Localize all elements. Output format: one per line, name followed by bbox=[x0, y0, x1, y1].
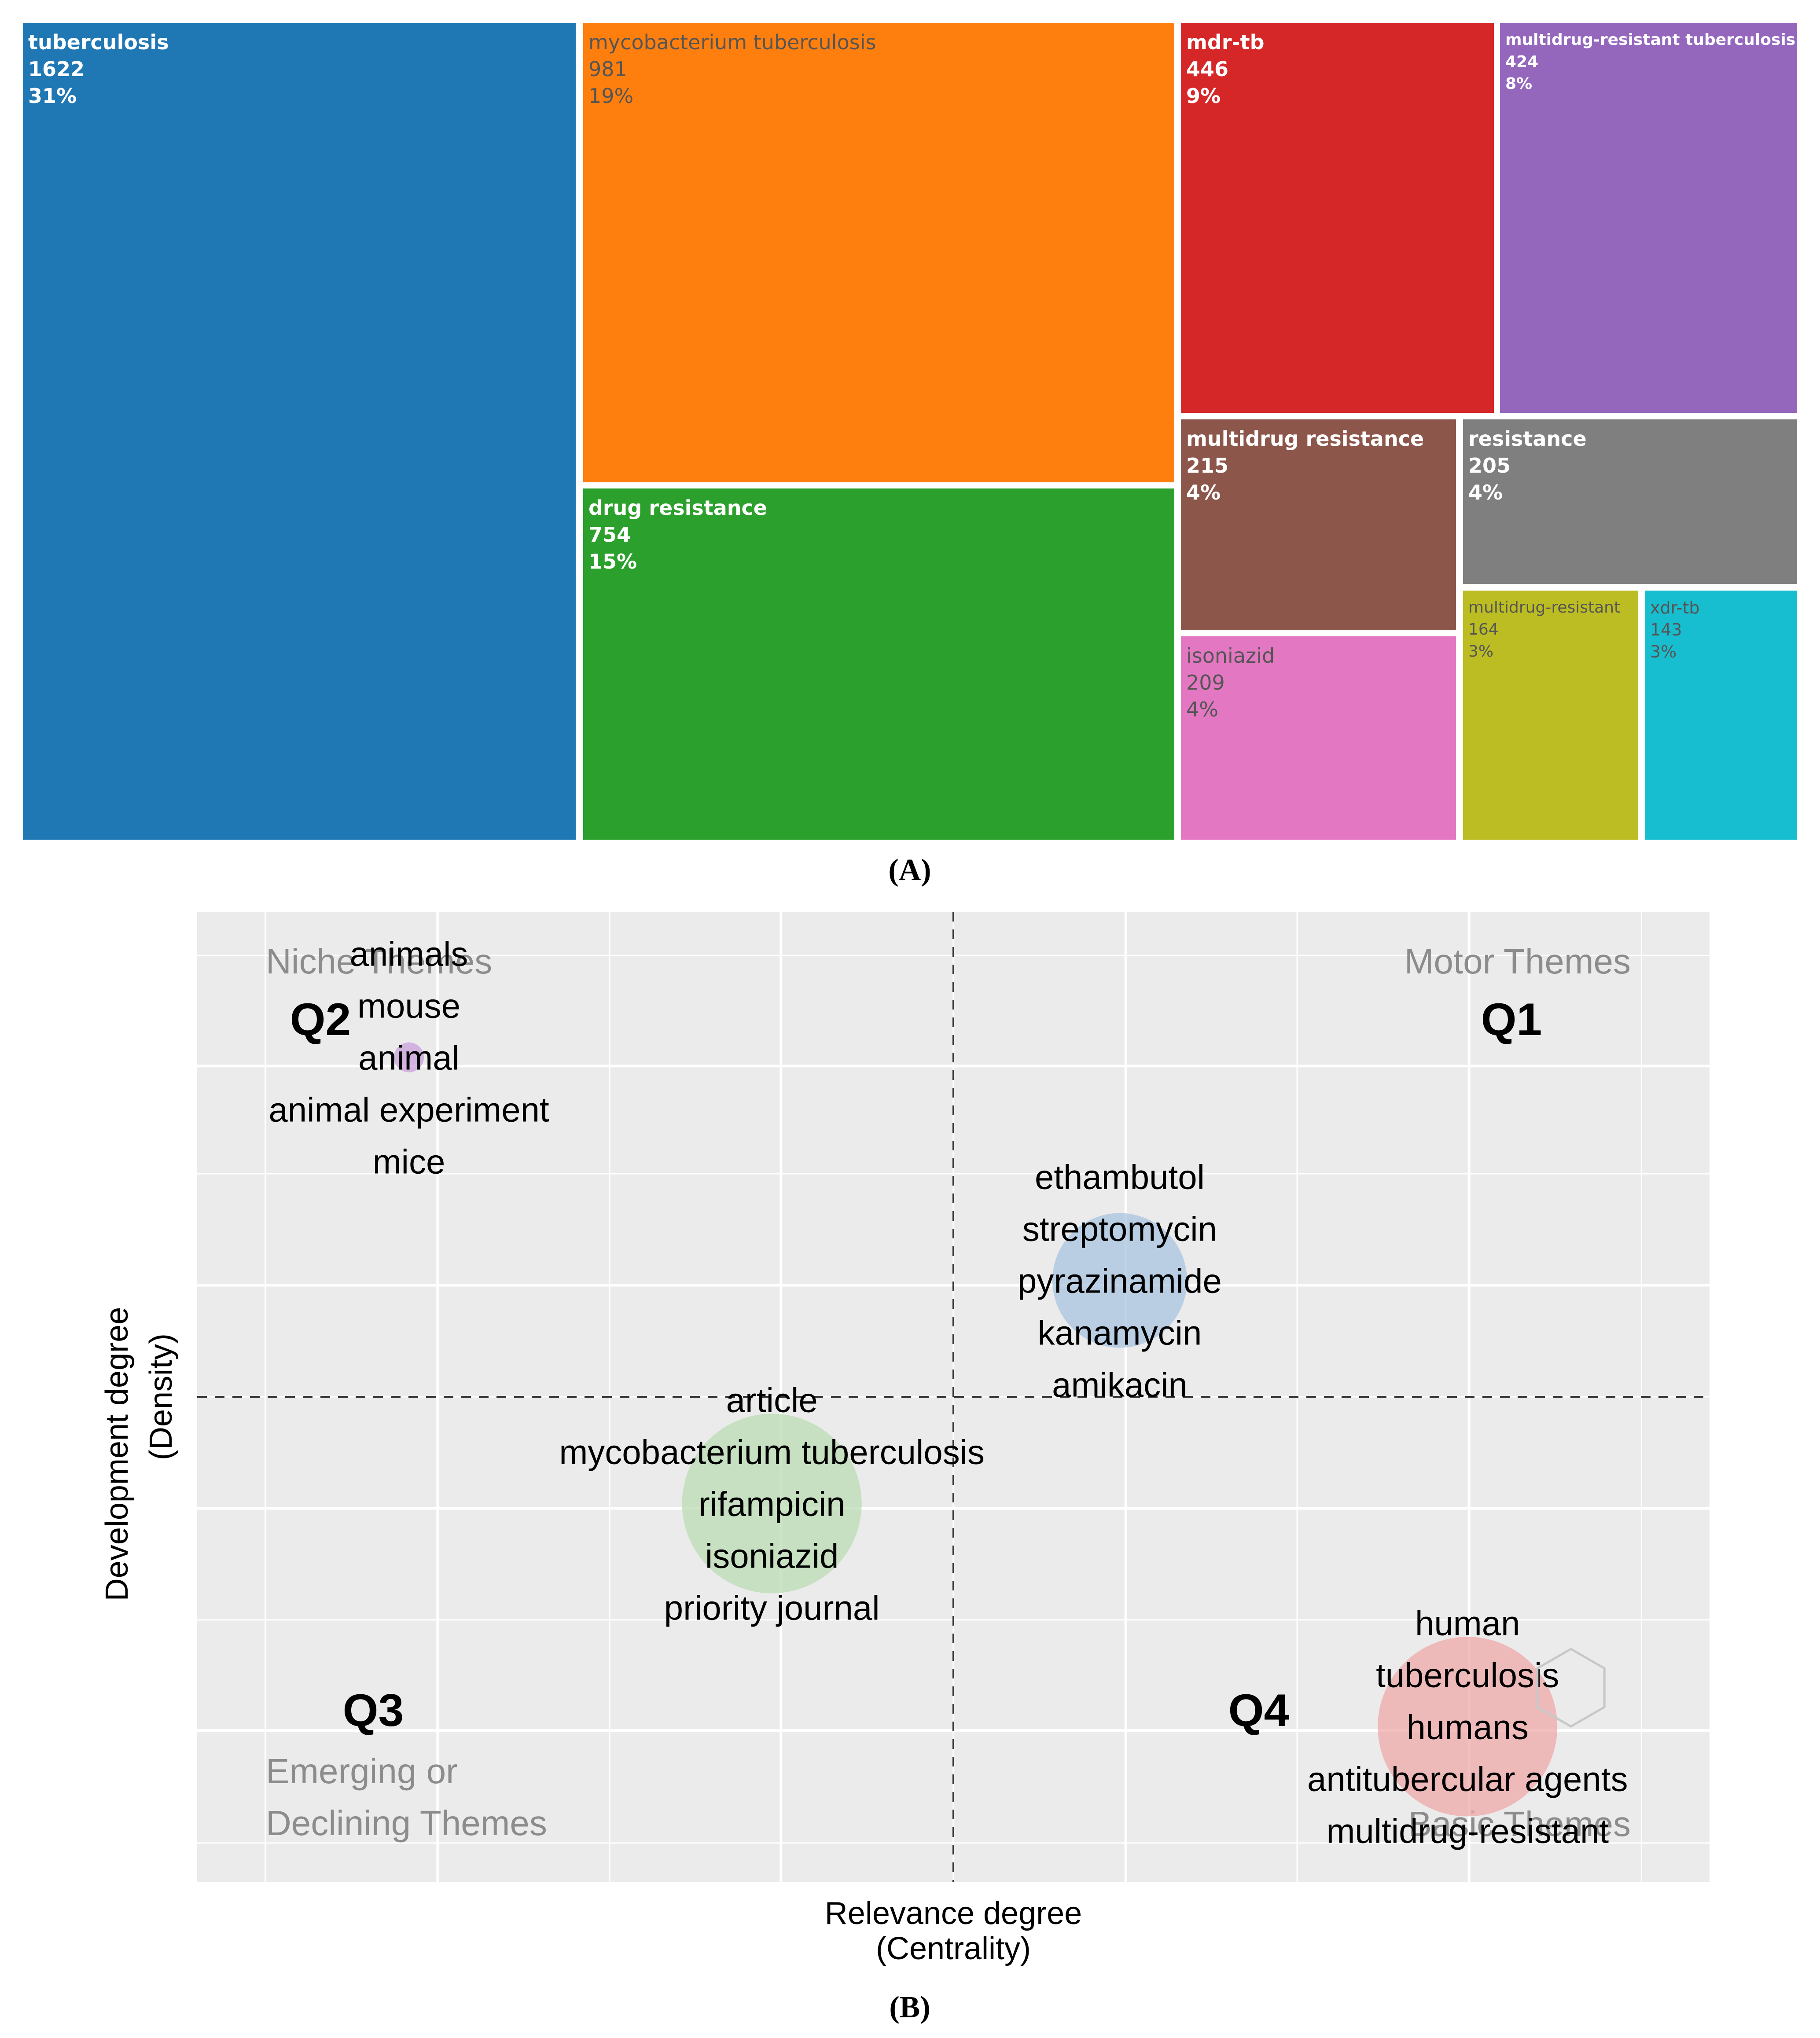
tile-value: 205 bbox=[1468, 454, 1511, 477]
x-axis-label-line2: (Centrality) bbox=[876, 1931, 1031, 1966]
tile-percent: 4% bbox=[1186, 481, 1221, 504]
treemap-tile[interactable]: isoniazid 209 4% bbox=[1181, 636, 1456, 840]
tile-percent: 9% bbox=[1186, 84, 1221, 108]
y-axis-label-line2: (Density) bbox=[143, 1333, 179, 1460]
y-axis-label: Development degree bbox=[99, 1307, 135, 1601]
tile-percent: 3% bbox=[1468, 643, 1494, 661]
cluster-bubble bbox=[1378, 1637, 1558, 1817]
treemap-tile[interactable]: drug resistance 754 15% bbox=[583, 488, 1174, 840]
cluster-keyword: mice bbox=[373, 1142, 445, 1181]
tile-value: 1622 bbox=[28, 57, 85, 81]
treemap-tile[interactable]: mycobacterium tuberculosis 981 19% bbox=[583, 23, 1174, 482]
tile-name: multidrug-resistant tuberculosis bbox=[1505, 31, 1796, 49]
cluster-keyword: antitubercular agents bbox=[1307, 1759, 1628, 1798]
tile-percent: 31% bbox=[28, 84, 77, 108]
tile-percent: 3% bbox=[1650, 642, 1677, 661]
quadrant-id: Q2 bbox=[290, 994, 351, 1045]
treemap-tile-label: drug resistance 754 15% bbox=[588, 495, 767, 575]
tile-name: multidrug resistance bbox=[1186, 427, 1424, 451]
cluster-keyword: amikacin bbox=[1052, 1366, 1188, 1404]
cluster-keyword: rifampicin bbox=[699, 1484, 846, 1523]
cluster-keyword: ethambutol bbox=[1035, 1158, 1205, 1197]
cluster-keyword: tuberculosis bbox=[1376, 1656, 1559, 1694]
cluster-keyword: mycobacterium tuberculosis bbox=[559, 1432, 985, 1471]
tile-name: drug resistance bbox=[588, 496, 767, 520]
tile-percent: 4% bbox=[1468, 481, 1503, 504]
cluster-keyword: kanamycin bbox=[1038, 1314, 1202, 1352]
treemap-tile-label: tuberculosis 1622 31% bbox=[28, 29, 169, 110]
treemap-tile-label: resistance 205 4% bbox=[1468, 426, 1587, 506]
treemap-tile[interactable]: multidrug-resistant 164 3% bbox=[1463, 591, 1638, 840]
treemap-chart: tuberculosis 1622 31% mycobacterium tubercu… bbox=[0, 0, 1820, 863]
cluster-keyword: human bbox=[1415, 1604, 1520, 1642]
tile-name: mycobacterium tuberculosis bbox=[588, 30, 876, 54]
treemap-tile[interactable]: mdr-tb 446 9% bbox=[1181, 23, 1494, 413]
tile-percent: 15% bbox=[588, 550, 637, 573]
cluster-keyword: animal experiment bbox=[268, 1091, 549, 1129]
tile-name: isoniazid bbox=[1186, 644, 1275, 668]
quadrant-title: Basic Themes bbox=[1408, 1804, 1631, 1843]
quadrant-title: Niche Themes bbox=[266, 942, 492, 981]
panel-label-b: (B) bbox=[889, 1990, 930, 2024]
tile-value: 164 bbox=[1468, 621, 1499, 639]
quadrant-id: Q4 bbox=[1228, 1685, 1290, 1736]
tile-value: 143 bbox=[1650, 620, 1682, 639]
treemap-tile[interactable]: tuberculosis 1622 31% bbox=[23, 23, 576, 840]
quadrant-id: Q3 bbox=[343, 1685, 404, 1736]
cluster-bubble bbox=[1052, 1213, 1187, 1348]
cluster-keyword: mouse bbox=[357, 987, 460, 1025]
tile-percent: 8% bbox=[1505, 75, 1533, 93]
treemap-tile-label: isoniazid 209 4% bbox=[1186, 643, 1275, 723]
cluster-keyword: streptomycin bbox=[1022, 1210, 1217, 1249]
cluster-keyword: priority journal bbox=[664, 1588, 880, 1627]
tile-name: multidrug-resistant bbox=[1468, 599, 1621, 617]
x-axis-label: Relevance degree bbox=[825, 1896, 1082, 1931]
tile-value: 981 bbox=[588, 57, 627, 81]
treemap-tile-label: multidrug-resistant tuberculosis 424 8% bbox=[1505, 29, 1795, 95]
tile-value: 215 bbox=[1186, 454, 1229, 477]
tile-value: 209 bbox=[1186, 671, 1225, 694]
tile-name: tuberculosis bbox=[28, 30, 169, 54]
panel-label-a: (A) bbox=[888, 853, 931, 887]
cluster-keyword: animals bbox=[350, 935, 468, 973]
cluster-bubble bbox=[682, 1414, 862, 1594]
tile-value: 754 bbox=[588, 523, 631, 547]
treemap-tile-label: xdr-tb 143 3% bbox=[1650, 597, 1700, 663]
cluster-keyword: humans bbox=[1406, 1708, 1529, 1746]
treemap-tile-label: multidrug resistance 215 4% bbox=[1186, 426, 1424, 506]
quadrant-title-line2: Declining Themes bbox=[266, 1803, 547, 1843]
quadrant-title: Emerging or bbox=[266, 1752, 458, 1791]
cluster-keyword: isoniazid bbox=[705, 1536, 839, 1575]
treemap-tile[interactable]: resistance 205 4% bbox=[1463, 419, 1797, 584]
treemap-tile[interactable]: xdr-tb 143 3% bbox=[1645, 591, 1797, 840]
cluster-bubble bbox=[394, 1042, 424, 1072]
treemap-tile-label: mycobacterium tuberculosis 981 19% bbox=[588, 29, 876, 110]
cluster-keyword: article bbox=[726, 1381, 818, 1419]
treemap-tile-label: mdr-tb 446 9% bbox=[1186, 29, 1265, 110]
cluster-keyword: multidrug-resistant bbox=[1326, 1811, 1609, 1850]
tile-name: resistance bbox=[1468, 427, 1587, 451]
tile-value: 424 bbox=[1505, 53, 1539, 71]
tile-value: 446 bbox=[1186, 57, 1229, 81]
plot-panel bbox=[197, 912, 1710, 1882]
treemap-tile[interactable]: multidrug-resistant tuberculosis 424 8% bbox=[1500, 23, 1797, 413]
treemap-tile-label: multidrug-resistant 164 3% bbox=[1468, 597, 1620, 663]
quadrant-title: Motor Themes bbox=[1405, 942, 1631, 981]
tile-name: xdr-tb bbox=[1650, 598, 1700, 617]
tile-percent: 19% bbox=[588, 84, 634, 108]
treemap-tile[interactable]: multidrug resistance 215 4% bbox=[1181, 419, 1456, 630]
tile-name: mdr-tb bbox=[1186, 30, 1265, 54]
cluster-keyword: animal bbox=[358, 1039, 460, 1077]
quadrant-id: Q1 bbox=[1481, 994, 1542, 1045]
watermark-hexagon-icon bbox=[1536, 1648, 1606, 1728]
cluster-keyword: pyrazinamide bbox=[1018, 1262, 1222, 1300]
tile-percent: 4% bbox=[1186, 698, 1218, 721]
